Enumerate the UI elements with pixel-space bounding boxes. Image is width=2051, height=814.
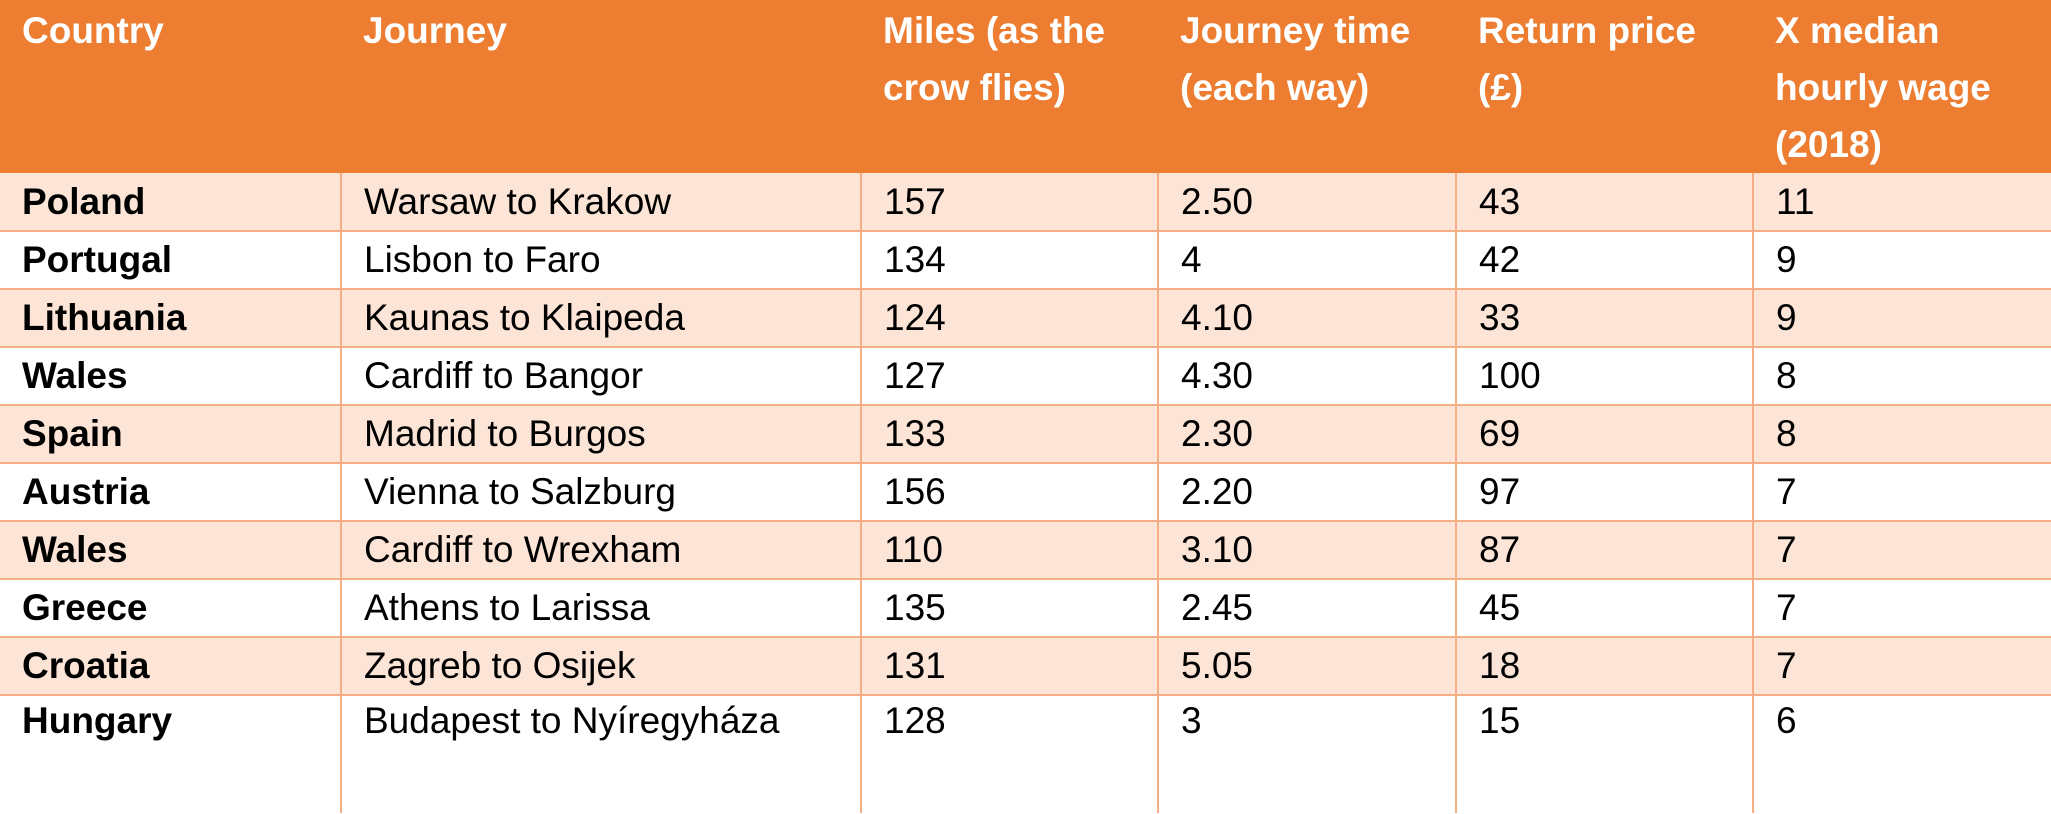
cell-return-price: 33 <box>1455 288 1754 348</box>
cell-country: Spain <box>0 404 342 464</box>
cell-journey-time: 2.50 <box>1157 173 1457 232</box>
cell-return-price: 42 <box>1455 230 1754 290</box>
cell-country: Portugal <box>0 230 342 290</box>
header-row: Country Journey Miles (as the crow flies… <box>0 0 2051 173</box>
header-miles: Miles (as the crow flies) <box>861 0 1158 173</box>
cell-wage-multiple: 6 <box>1752 694 2051 813</box>
cell-country: Austria <box>0 462 342 522</box>
cell-journey: Budapest to Nyíregyháza <box>340 694 862 813</box>
cell-journey: Athens to Larissa <box>340 578 862 638</box>
cell-journey-time: 2.20 <box>1157 462 1457 522</box>
table-row: Hungary Budapest to Nyíregyháza 128 3 15… <box>0 694 2051 813</box>
table-row: Poland Warsaw to Krakow 157 2.50 43 11 <box>0 173 2051 232</box>
cell-country: Poland <box>0 173 342 232</box>
cell-return-price: 15 <box>1455 694 1754 813</box>
cell-wage-multiple: 8 <box>1752 346 2051 406</box>
cell-wage-multiple: 11 <box>1752 173 2051 232</box>
header-country: Country <box>0 0 341 173</box>
cell-journey-time: 5.05 <box>1157 636 1457 696</box>
header-return-price: Return price (£) <box>1456 0 1753 173</box>
cell-miles: 134 <box>860 230 1159 290</box>
cell-wage-multiple: 7 <box>1752 462 2051 522</box>
table-row: Portugal Lisbon to Faro 134 4 42 9 <box>0 230 2051 290</box>
cell-journey-time: 4.30 <box>1157 346 1457 406</box>
cell-journey-time: 4 <box>1157 230 1457 290</box>
cell-return-price: 18 <box>1455 636 1754 696</box>
cell-journey-time: 3 <box>1157 694 1457 813</box>
cell-journey: Kaunas to Klaipeda <box>340 288 862 348</box>
table-row: Lithuania Kaunas to Klaipeda 124 4.10 33… <box>0 288 2051 348</box>
header-journey: Journey <box>341 0 861 173</box>
cell-journey: Warsaw to Krakow <box>340 173 862 232</box>
cell-country: Croatia <box>0 636 342 696</box>
cell-miles: 133 <box>860 404 1159 464</box>
cell-miles: 157 <box>860 173 1159 232</box>
cell-journey-time: 4.10 <box>1157 288 1457 348</box>
cell-wage-multiple: 8 <box>1752 404 2051 464</box>
table-row: Spain Madrid to Burgos 133 2.30 69 8 <box>0 404 2051 464</box>
cell-miles: 127 <box>860 346 1159 406</box>
cell-wage-multiple: 7 <box>1752 578 2051 638</box>
cell-journey-time: 3.10 <box>1157 520 1457 580</box>
cell-wage-multiple: 9 <box>1752 230 2051 290</box>
cell-return-price: 43 <box>1455 173 1754 232</box>
cell-return-price: 97 <box>1455 462 1754 522</box>
cell-country: Greece <box>0 578 342 638</box>
cell-return-price: 69 <box>1455 404 1754 464</box>
cell-journey: Cardiff to Bangor <box>340 346 862 406</box>
cell-country: Wales <box>0 520 342 580</box>
cell-journey: Madrid to Burgos <box>340 404 862 464</box>
table-row: Greece Athens to Larissa 135 2.45 45 7 <box>0 578 2051 638</box>
cell-country: Wales <box>0 346 342 406</box>
cell-miles: 135 <box>860 578 1159 638</box>
table-row: Croatia Zagreb to Osijek 131 5.05 18 7 <box>0 636 2051 696</box>
cell-wage-multiple: 7 <box>1752 520 2051 580</box>
table-row: Wales Cardiff to Bangor 127 4.30 100 8 <box>0 346 2051 406</box>
cell-journey-time: 2.45 <box>1157 578 1457 638</box>
cell-journey: Vienna to Salzburg <box>340 462 862 522</box>
table-row: Austria Vienna to Salzburg 156 2.20 97 7 <box>0 462 2051 522</box>
cell-journey: Cardiff to Wrexham <box>340 520 862 580</box>
cell-journey: Zagreb to Osijek <box>340 636 862 696</box>
header-wage-multiple: X median hourly wage (2018) <box>1753 0 2051 173</box>
cell-miles: 128 <box>860 694 1159 813</box>
cell-wage-multiple: 7 <box>1752 636 2051 696</box>
cell-wage-multiple: 9 <box>1752 288 2051 348</box>
cell-country: Lithuania <box>0 288 342 348</box>
cell-journey-time: 2.30 <box>1157 404 1457 464</box>
header-journey-time: Journey time (each way) <box>1158 0 1456 173</box>
cell-return-price: 45 <box>1455 578 1754 638</box>
table-row: Wales Cardiff to Wrexham 110 3.10 87 7 <box>0 520 2051 580</box>
cell-return-price: 100 <box>1455 346 1754 406</box>
cell-country: Hungary <box>0 694 342 813</box>
cell-miles: 131 <box>860 636 1159 696</box>
cell-miles: 124 <box>860 288 1159 348</box>
cell-miles: 110 <box>860 520 1159 580</box>
cell-return-price: 87 <box>1455 520 1754 580</box>
cell-miles: 156 <box>860 462 1159 522</box>
cell-journey: Lisbon to Faro <box>340 230 862 290</box>
